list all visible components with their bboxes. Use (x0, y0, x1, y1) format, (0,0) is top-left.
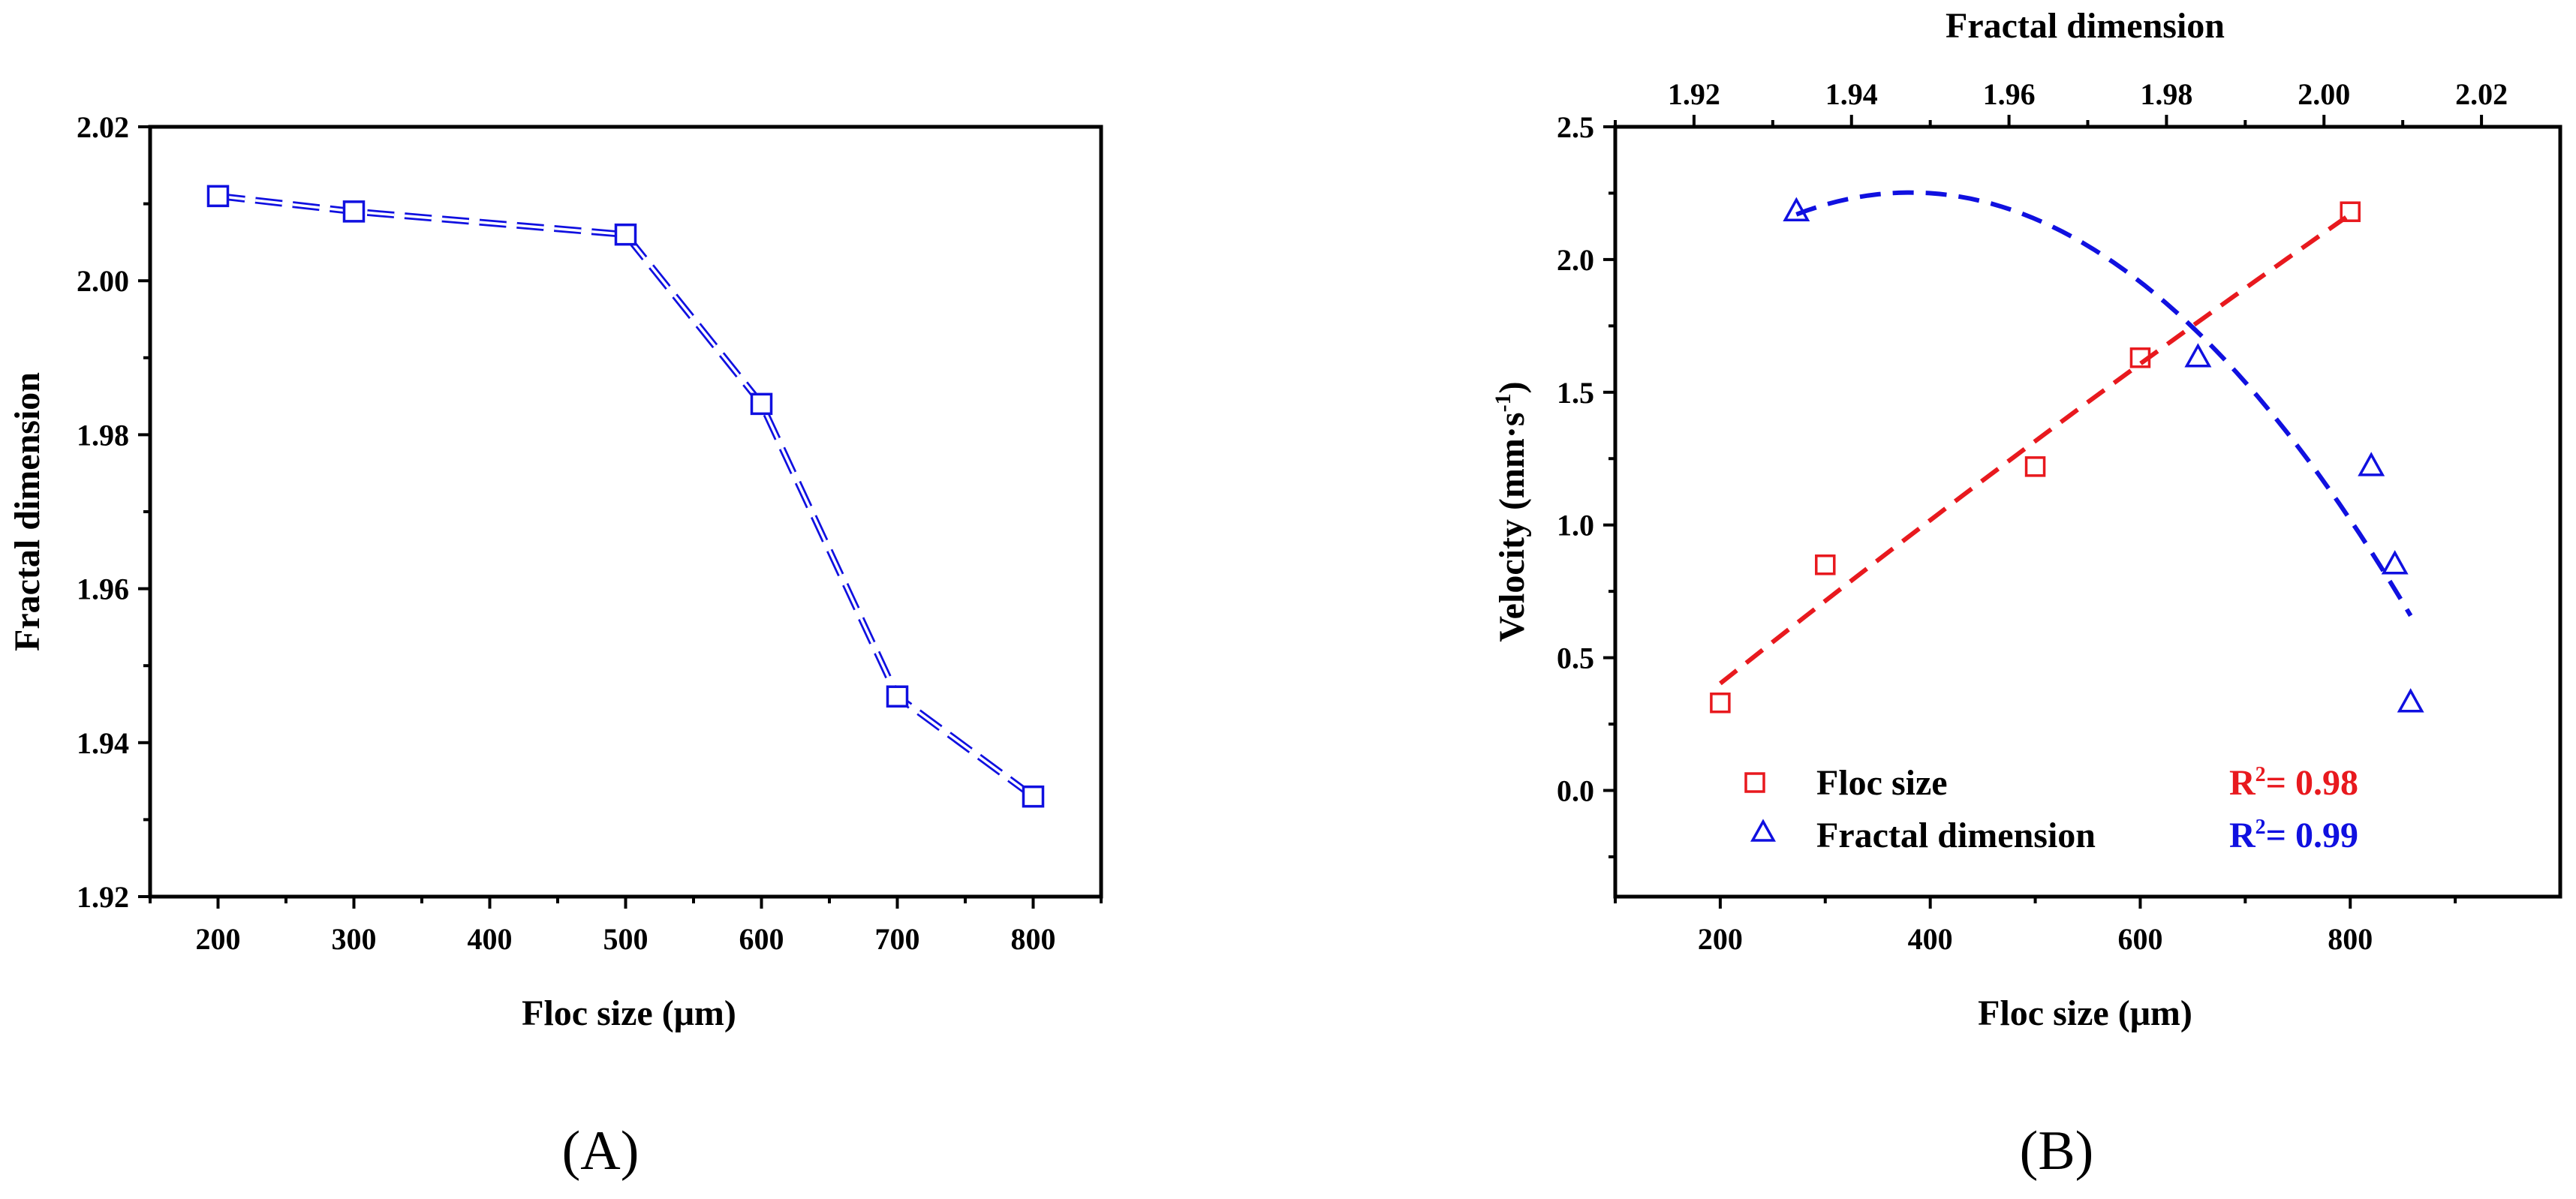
a-series-line-inner (218, 194, 1034, 798)
a-series-line-outer (217, 192, 1036, 800)
b-data-point-square (2129, 347, 2151, 368)
plot-b-top-x-ticks: 1.92 1.94 1.96 1.98 2.00 2.02 (1614, 77, 2508, 127)
a-x-tick-label: 400 (468, 922, 513, 956)
b-y-tick-label: 2.5 (1557, 110, 1594, 144)
b-x-tick-label: 400 (1908, 922, 1953, 956)
b-y-tick-label: 1.5 (1557, 376, 1594, 410)
b-top-tick-label: 2.02 (2455, 77, 2508, 111)
r-squared-fractal-dimension: R2= 0.99 (2229, 816, 2358, 855)
panel-b-label: (B) (2020, 1120, 2094, 1182)
b-data-point-square (1710, 692, 1731, 714)
plot-a-x-axis-label: Floc size (μm) (522, 993, 736, 1033)
b-y-tick-label: 1.0 (1557, 509, 1594, 542)
plot-b-y-ticks: 0.0 0.5 1.0 1.5 2.0 2.5 (1557, 110, 1615, 858)
r-squared-floc-size: R2= 0.98 (2229, 763, 2358, 803)
plot-b-x-axis-label: Floc size (μm) (1978, 993, 2192, 1033)
a-data-point (750, 392, 773, 416)
b-data-point-triangle (2381, 550, 2409, 575)
b-fit-curve-floc-size (1719, 212, 2352, 686)
plot-a-y-ticks: 1.92 1.94 1.96 1.98 2.00 2.02 (77, 110, 150, 914)
b-y-tick-label: 2.0 (1557, 243, 1594, 277)
b-data-point-triangle (2184, 343, 2212, 368)
b-top-tick-label: 1.94 (1825, 77, 1878, 111)
b-x-tick-label: 800 (2328, 922, 2373, 956)
b-data-point-square (2340, 201, 2361, 222)
a-data-point (1022, 785, 1045, 808)
plot-a-series (206, 185, 1045, 808)
a-x-tick-label: 800 (1011, 922, 1056, 956)
plot-b-legend: Floc size Fractal dimension R2= 0.98 R2=… (1744, 763, 2358, 855)
a-y-tick-label: 2.00 (77, 264, 129, 298)
b-x-tick-label: 600 (2117, 922, 2162, 956)
legend-floc-size-label: Floc size (1816, 763, 1948, 803)
b-top-tick-label: 1.96 (1983, 77, 2036, 111)
a-data-point (342, 200, 366, 223)
b-data-point-triangle (2397, 688, 2424, 713)
b-data-point-triangle (2358, 452, 2385, 476)
a-y-tick-label: 2.02 (77, 110, 129, 144)
b-data-point-square (2024, 456, 2046, 477)
legend-fractal-dimension-label: Fractal dimension (1816, 816, 2096, 855)
plot-b-y-axis-label: Velocity (mm·s-1) (1491, 381, 1532, 642)
a-data-point (614, 223, 637, 246)
plot-b-frame (1613, 125, 2562, 899)
a-y-tick-label: 1.92 (77, 880, 129, 914)
a-x-tick-label: 500 (603, 922, 649, 956)
panel-a-label: (A) (562, 1120, 639, 1182)
a-y-tick-label: 1.96 (77, 572, 129, 606)
a-data-point (886, 685, 909, 708)
panel-b: 200 400 600 800 1.92 1.94 1.96 1.98 2.00 2.02 0.… (1491, 6, 2562, 1182)
a-x-tick-label: 700 (875, 922, 920, 956)
plot-b-top-x-axis-label: Fractal dimension (1946, 6, 2225, 46)
plot-b-fit-curves (1719, 190, 2413, 686)
b-data-point-triangle (1783, 197, 1810, 221)
plot-b-x-ticks: 200 400 600 800 (1614, 897, 2457, 956)
plot-a-x-ticks: 200 300 400 500 600 700 800 (149, 897, 1103, 956)
a-y-tick-label: 1.94 (77, 726, 129, 760)
a-y-tick-label: 1.98 (77, 418, 129, 452)
b-fit-curve-fractal-dimension (1795, 190, 2413, 618)
b-top-tick-label: 1.92 (1668, 77, 1720, 111)
b-top-tick-label: 2.00 (2298, 77, 2350, 111)
legend-fractal-dimension-marker (1750, 819, 1776, 842)
a-x-tick-label: 600 (739, 922, 784, 956)
a-x-tick-label: 200 (196, 922, 241, 956)
panel-a: 200 300 400 500 600 700 800 1.92 1.94 1.96 1.98 2.… (8, 110, 1103, 1182)
a-data-point (206, 185, 230, 208)
b-x-tick-label: 200 (1698, 922, 1743, 956)
plot-b-series (1710, 197, 2424, 714)
plot-a-y-axis-label: Fractal dimension (8, 372, 47, 651)
a-x-tick-label: 300 (332, 922, 377, 956)
legend-floc-size-marker (1744, 772, 1765, 793)
b-data-point-square (1815, 554, 1836, 575)
b-y-tick-label: 0.0 (1557, 774, 1594, 807)
b-y-tick-label: 0.5 (1557, 642, 1594, 675)
b-top-tick-label: 1.98 (2140, 77, 2192, 111)
